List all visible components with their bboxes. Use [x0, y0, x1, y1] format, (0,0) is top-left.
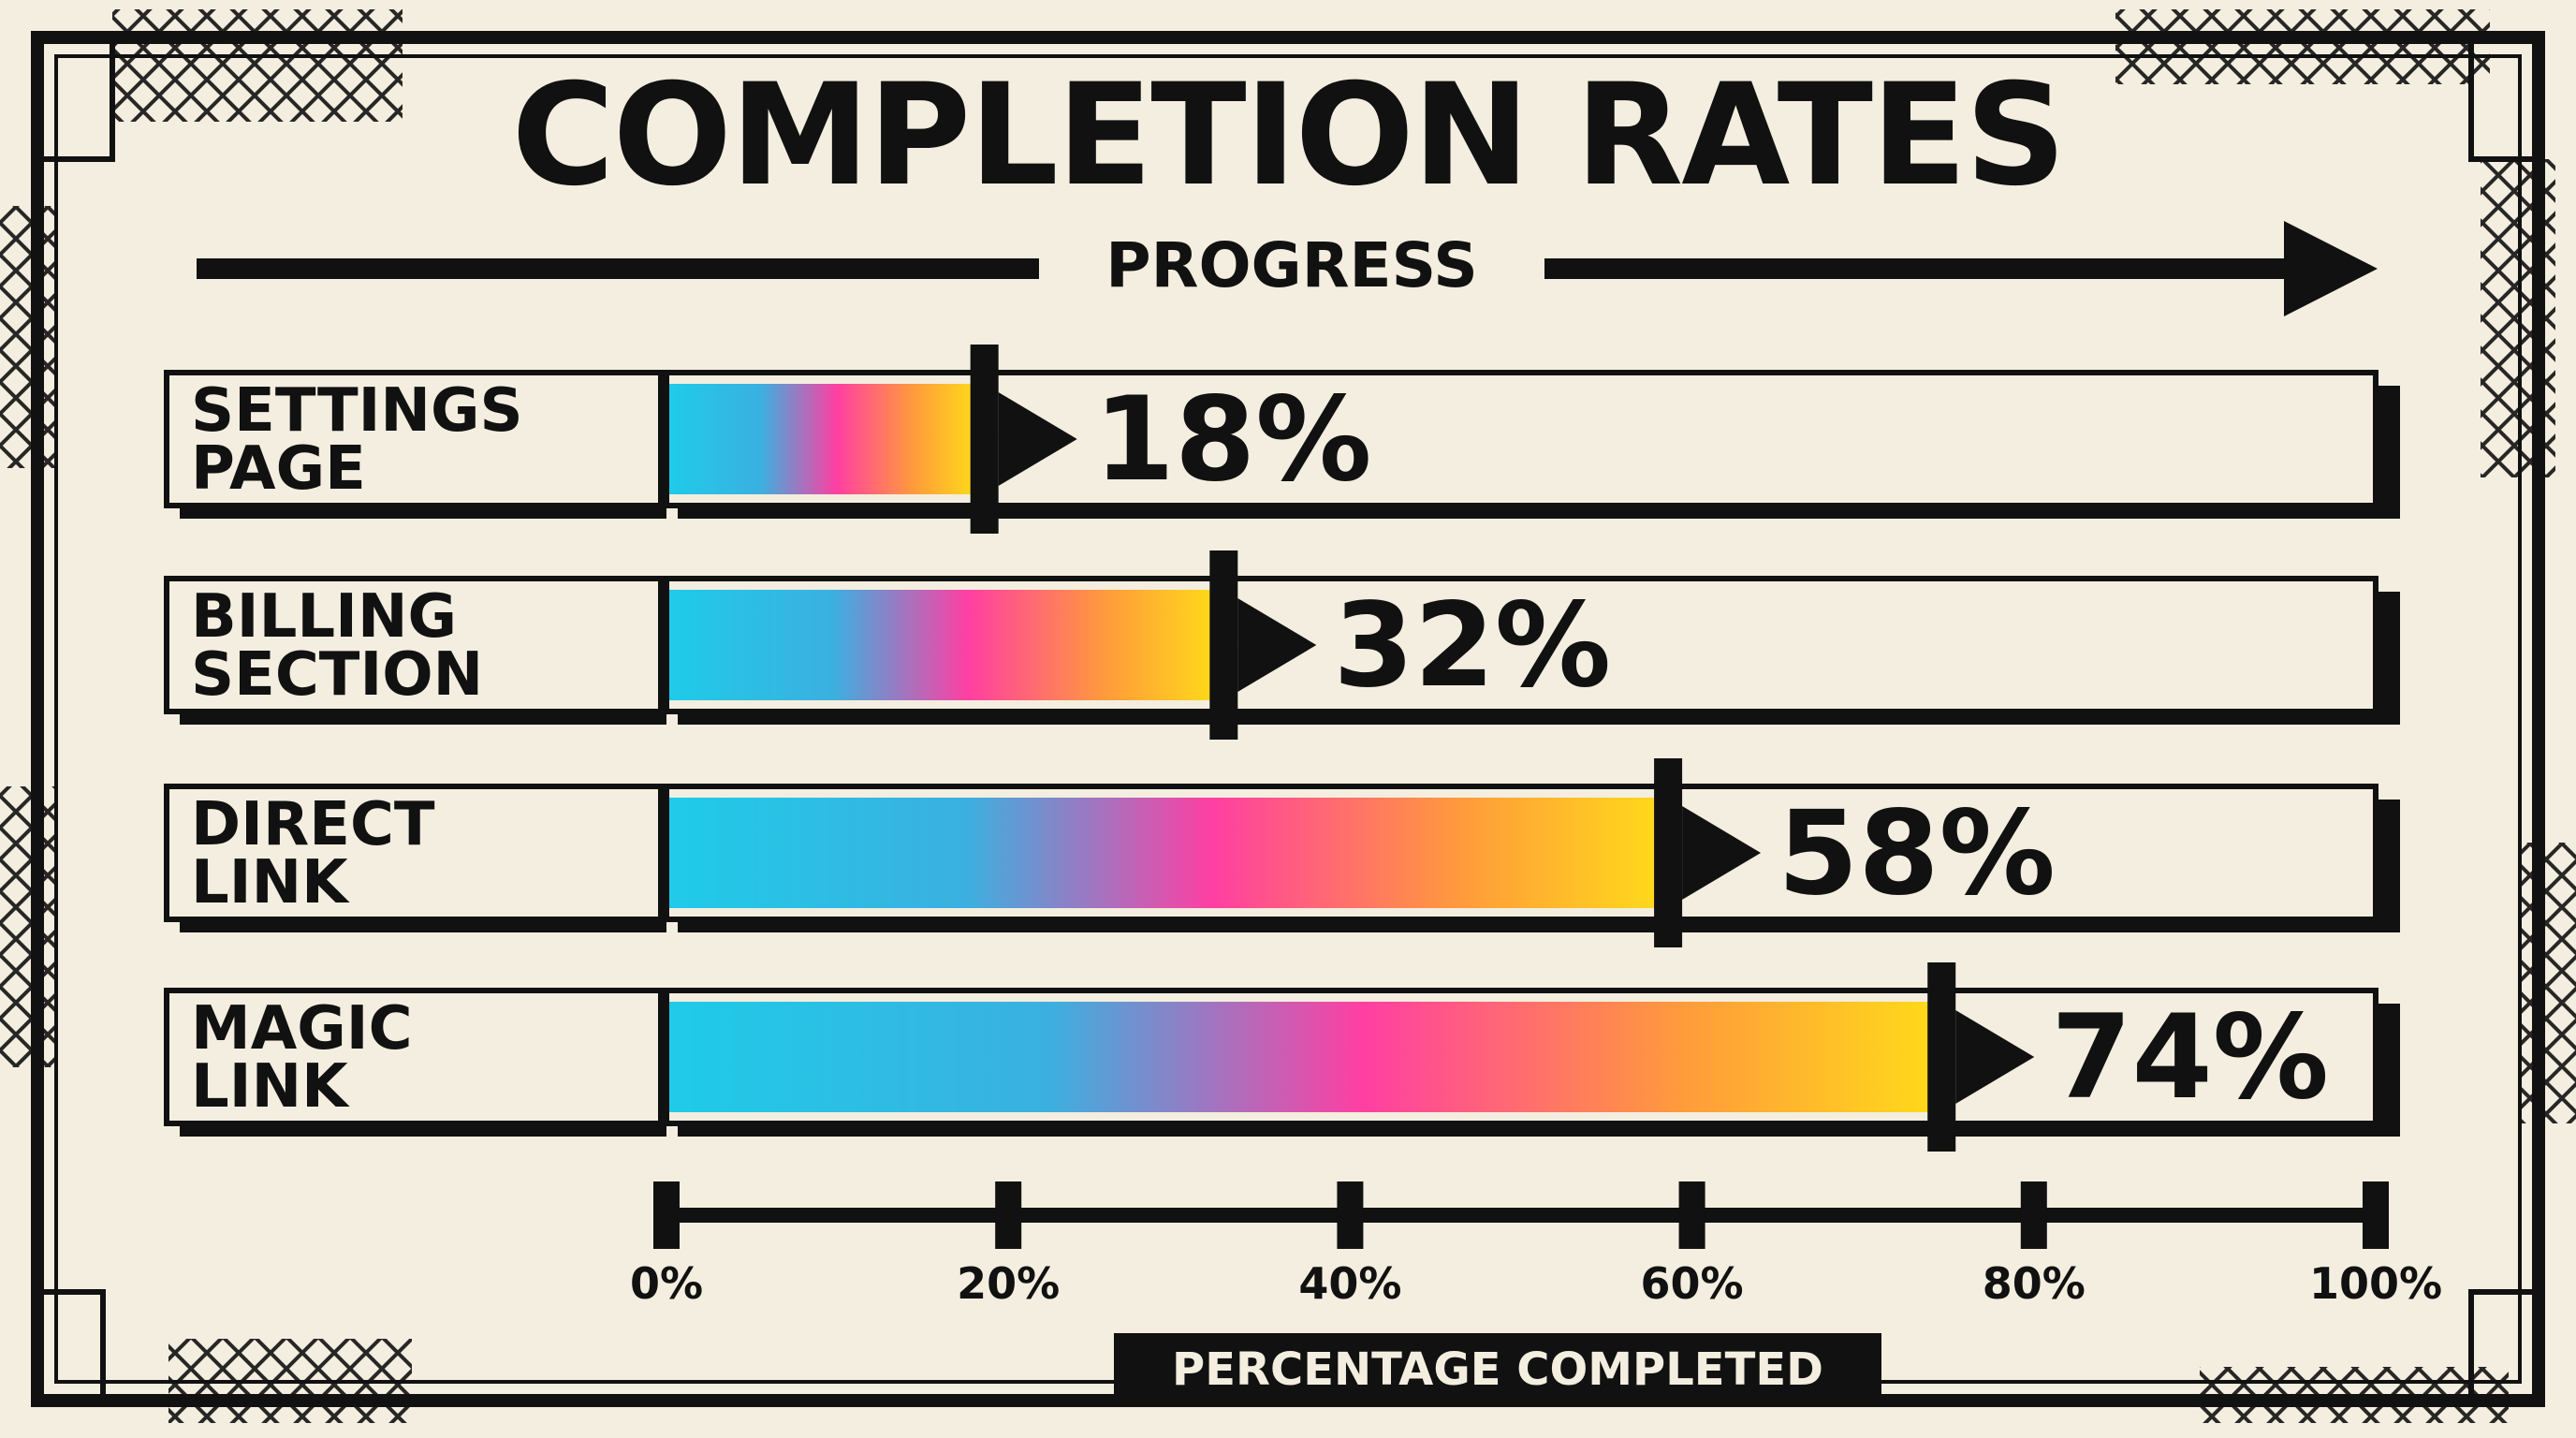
- category-label-line: LINK: [191, 848, 348, 917]
- x-tick-mark: [995, 1181, 1022, 1249]
- value-label: 32%: [1333, 579, 1612, 713]
- bar-end-marker: [970, 345, 999, 534]
- category-label: BILLING SECTION: [191, 582, 484, 710]
- x-axis: [653, 1181, 2389, 1249]
- category-box: [164, 370, 664, 508]
- bar-end-marker: [1654, 758, 1683, 947]
- x-tick-label: 100%: [2308, 1258, 2443, 1309]
- chart-title: COMPLETION RATES: [511, 54, 2066, 217]
- bar: [669, 384, 974, 494]
- category-label-line: PAGE: [191, 434, 366, 504]
- x-tick-mark: [2020, 1181, 2047, 1249]
- x-tick-mark: [653, 1181, 680, 1249]
- progress-label: PROGRESS: [1105, 229, 1478, 301]
- value-label: 18%: [1093, 373, 1372, 507]
- category-label: SETTINGS PAGE: [191, 376, 523, 504]
- x-tick-label: 40%: [1298, 1258, 1402, 1309]
- category-label: MAGIC LINK: [191, 994, 413, 1122]
- value-label: 58%: [1778, 786, 2056, 921]
- category-box: [164, 988, 664, 1126]
- x-axis-line: [666, 1208, 2376, 1223]
- x-tick-label: 80%: [1982, 1258, 2086, 1309]
- category-label: DIRECT LINK: [191, 790, 435, 917]
- bar-arrow: [998, 392, 1077, 486]
- bar-end-marker: [1927, 962, 1956, 1152]
- category-label-line: LINK: [191, 1052, 348, 1122]
- value-label: 74%: [2051, 990, 2330, 1125]
- bar-arrow: [1237, 598, 1317, 692]
- x-tick-mark: [2363, 1181, 2389, 1249]
- bar: [669, 798, 1659, 908]
- category-box: [164, 784, 664, 922]
- x-tick-mark: [1337, 1181, 1364, 1249]
- bars-layer: [164, 345, 2400, 1152]
- x-tick-label: 20%: [957, 1258, 1061, 1309]
- category-box: [164, 576, 664, 714]
- progress-arrow: [197, 221, 2378, 316]
- bar-end-marker: [1209, 550, 1238, 740]
- bar: [669, 1002, 1932, 1112]
- category-label-line: SECTION: [191, 640, 484, 710]
- x-tick-label: 60%: [1640, 1258, 1744, 1309]
- bar-arrow: [1955, 1010, 2035, 1104]
- category-label-line: BILLING: [191, 582, 458, 652]
- x-tick-mark: [1678, 1181, 1705, 1249]
- category-label-line: MAGIC: [191, 994, 413, 1064]
- category-label-line: DIRECT: [191, 790, 435, 859]
- x-tick-label: 0%: [629, 1258, 704, 1309]
- bar: [669, 590, 1214, 700]
- category-label-line: SETTINGS: [191, 376, 523, 446]
- x-axis-label: PERCENTAGE COMPLETED: [1114, 1333, 1881, 1406]
- bar-arrow: [1682, 806, 1762, 900]
